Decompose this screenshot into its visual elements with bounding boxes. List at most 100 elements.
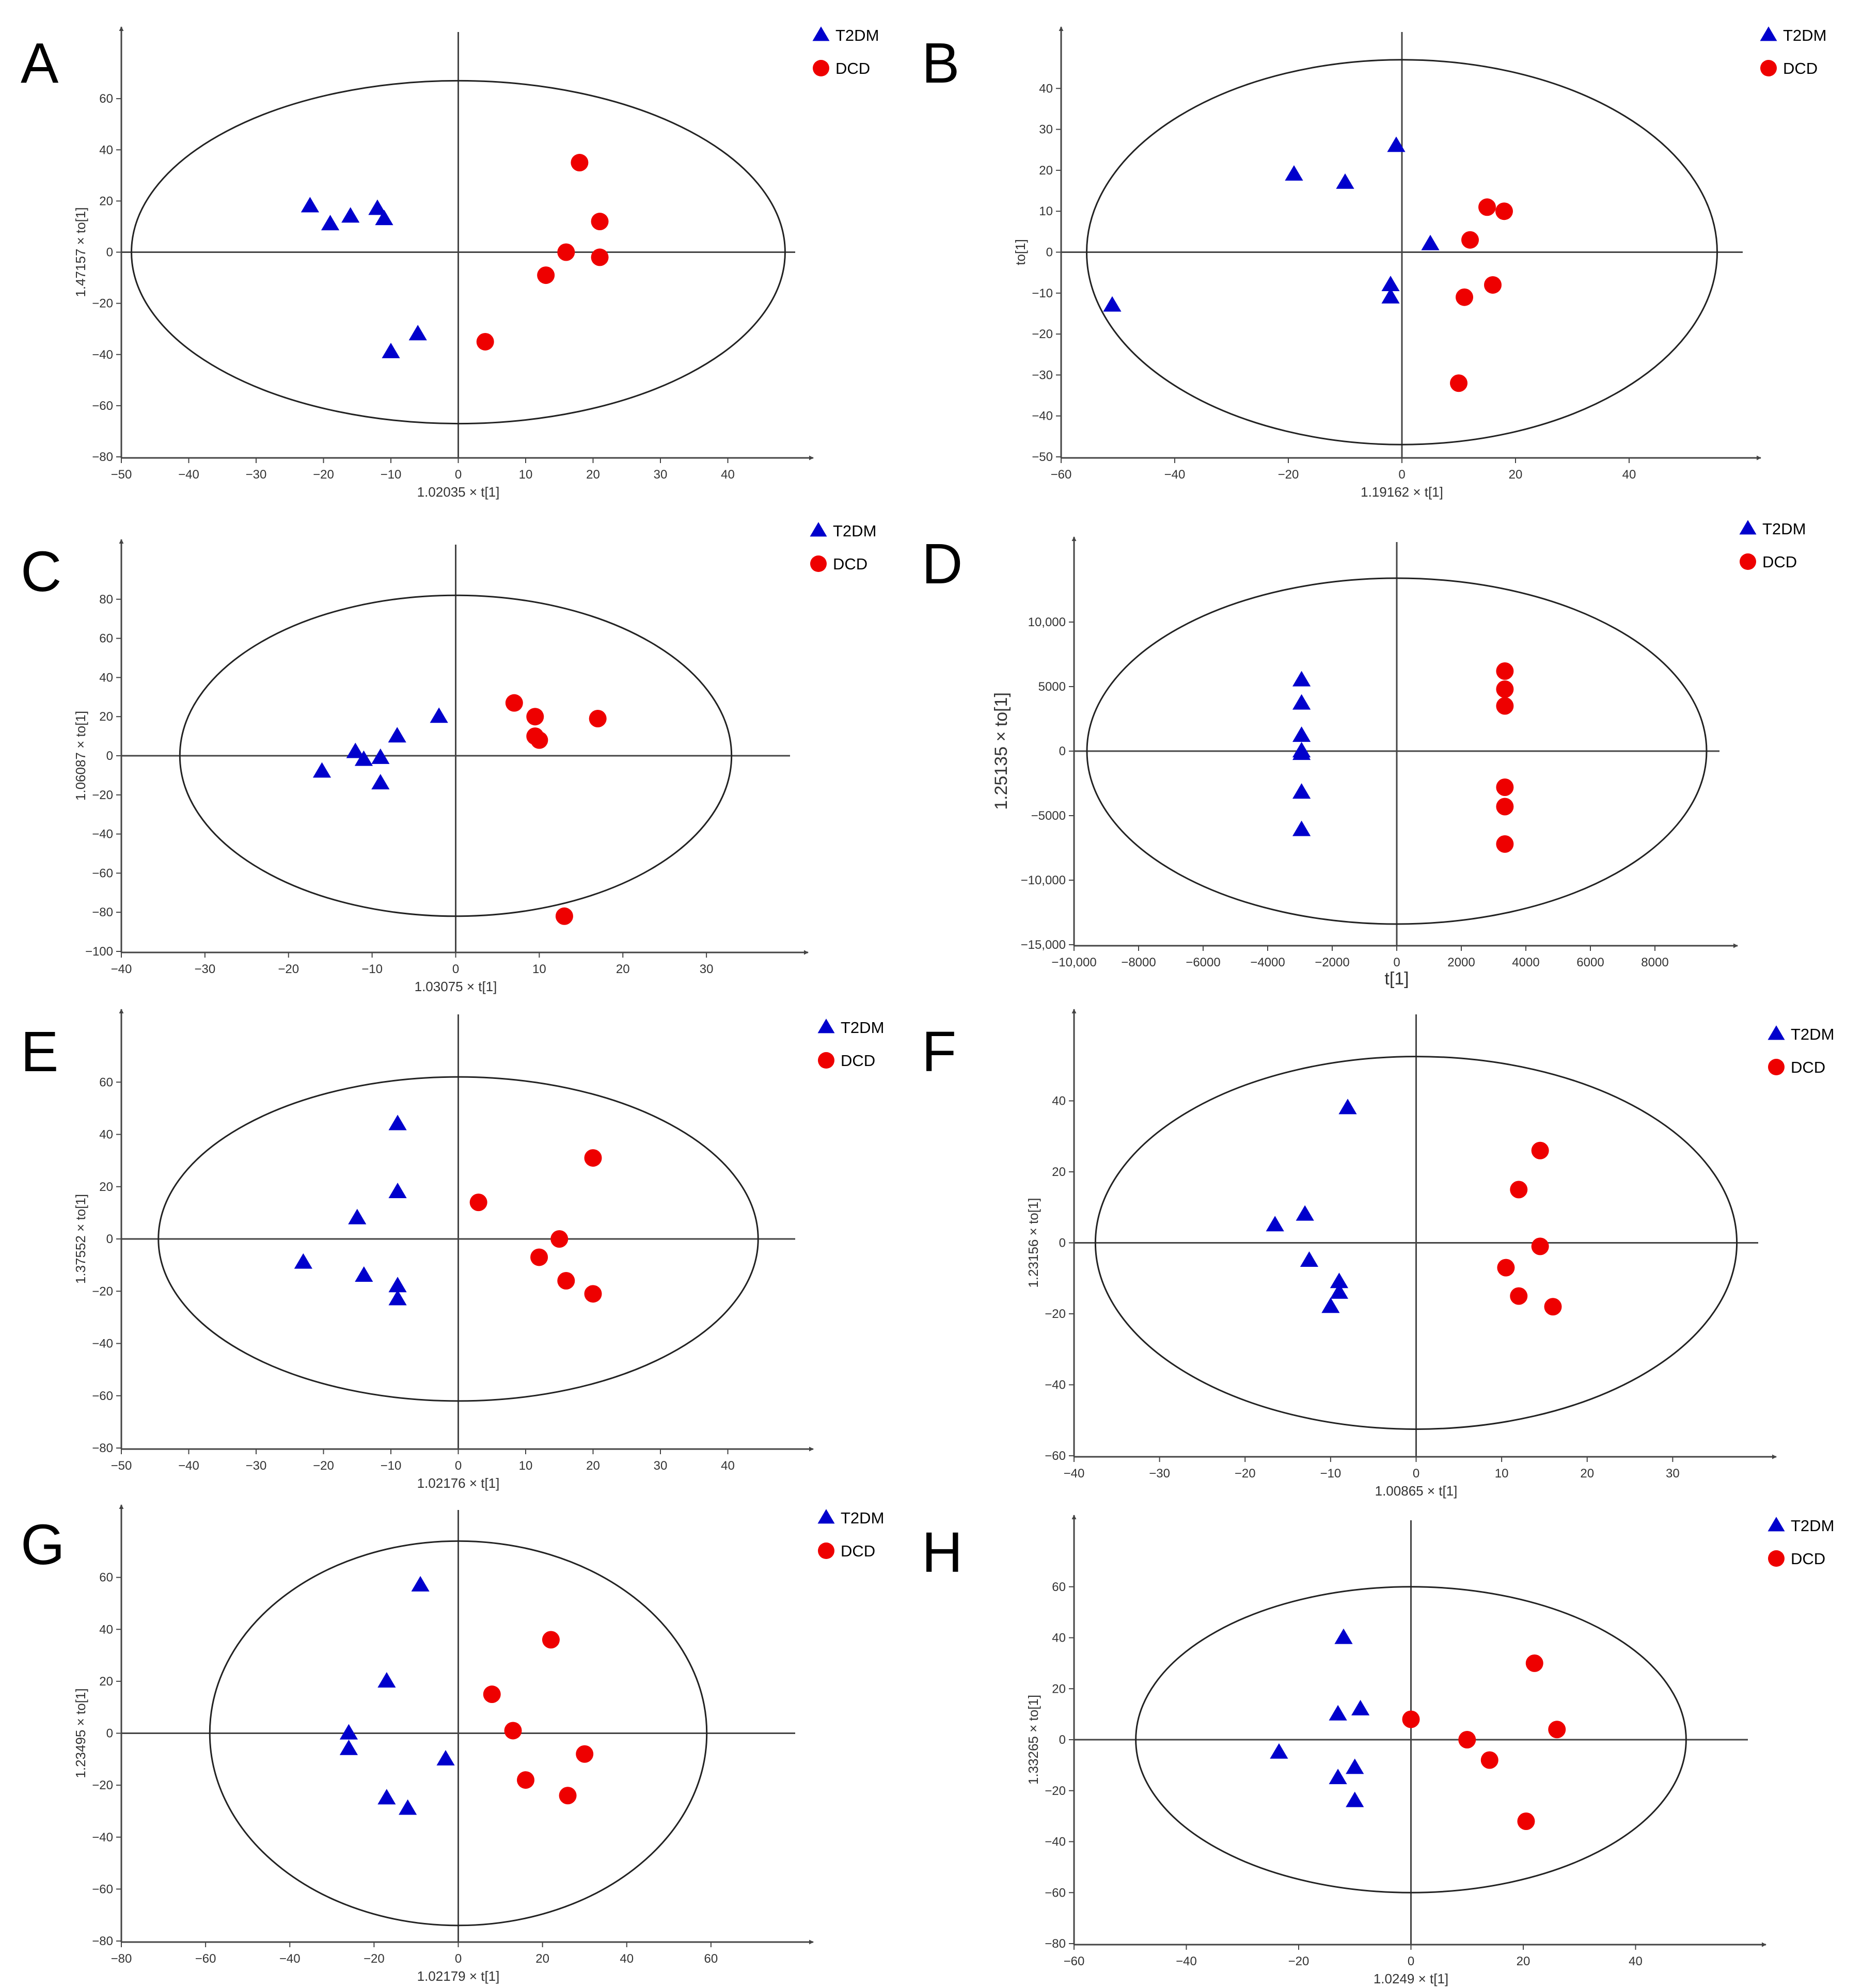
y-tick-label: 10,000 (1028, 615, 1066, 629)
point-dcd (584, 1149, 602, 1167)
point-dcd (1450, 374, 1467, 392)
x-tick-label: −40 (178, 1459, 199, 1473)
x-tick-label: 40 (721, 468, 735, 482)
y-tick-label: −60 (92, 1389, 113, 1403)
x-tick-label: −50 (111, 468, 132, 482)
y-tick-label: −20 (92, 1778, 113, 1792)
x-tick-label: 20 (616, 962, 630, 976)
panel-c: C−40 −30 −20 −10 0 10 20 30806040200−20−40−60−8… (21, 522, 876, 994)
point-dcd (571, 154, 589, 172)
legend-marker-t2dm (1768, 1517, 1785, 1532)
legend-marker-t2dm (1739, 520, 1757, 535)
y-tick-label: −10,000 (1021, 873, 1066, 887)
point-t2dm (1381, 276, 1400, 292)
legend-marker-dcd (1760, 60, 1777, 76)
y-tick-label: 60 (99, 92, 113, 106)
point-dcd (1496, 680, 1514, 698)
point-t2dm (1329, 1705, 1347, 1721)
y-tick-label: −20 (92, 1284, 113, 1298)
point-t2dm (1346, 1791, 1364, 1807)
legend: T2DM DCD (810, 522, 876, 573)
panel-label: E (21, 1020, 58, 1084)
x-tick-label: 0 (1393, 956, 1400, 969)
panel-label: B (922, 31, 959, 95)
y-tick-label: 10 (1039, 204, 1053, 218)
y-tick-label: 20 (99, 1180, 113, 1194)
x-tick-label: 0 (455, 1952, 462, 1966)
point-t2dm (312, 762, 332, 778)
x-tick-label: 4000 (1512, 956, 1539, 969)
panel-f: F −40 −30 −20 −10 0 10 20 30 40 20 0 −20 −40 −60 1.0086… (922, 1009, 1834, 1499)
y-tick-label: 0 (1046, 246, 1053, 260)
y-tick-label: −50 (1032, 450, 1053, 464)
point-dcd (530, 1248, 548, 1266)
y-axis-title: 1.37552 × to[1] (73, 1194, 88, 1284)
point-t2dm (1421, 234, 1440, 250)
x-tick-label: 40 (620, 1952, 634, 1966)
point-t2dm (354, 750, 373, 766)
x-tick-label: 8000 (1641, 956, 1668, 969)
x-tick-label: −40 (111, 962, 132, 976)
x-tick-label: 0 (1398, 468, 1405, 482)
point-t2dm (321, 215, 340, 231)
point-dcd (550, 1230, 569, 1248)
legend-marker-dcd (810, 555, 827, 572)
point-t2dm (355, 1266, 373, 1282)
point-dcd (1544, 1298, 1562, 1316)
x-tick-label: 10 (532, 962, 546, 976)
y-tick-label: −20 (1045, 1307, 1066, 1321)
x-tick-label: −20 (1288, 1954, 1309, 1968)
legend: T2DM DCD (1768, 1025, 1834, 1076)
legend-label-dcd: DCD (833, 555, 867, 573)
y-tick-label: 30 (1039, 123, 1053, 137)
point-t2dm (1270, 1743, 1288, 1759)
point-dcd (591, 213, 609, 231)
y-tick-label: 60 (99, 1075, 113, 1089)
x-tick-label: −30 (246, 1459, 267, 1473)
legend-label-dcd: DCD (835, 59, 870, 77)
x-tick-label: −10 (1320, 1467, 1342, 1481)
x-axis-title: 1.0249 × t[1] (1374, 1971, 1448, 1986)
x-tick-label: 30 (654, 1459, 668, 1473)
y-tick-label: −60 (1045, 1449, 1066, 1463)
point-t2dm (399, 1799, 417, 1815)
x-tick-label: −40 (1176, 1954, 1197, 1968)
point-dcd (1456, 288, 1473, 306)
point-t2dm (377, 1672, 396, 1688)
point-dcd (1496, 798, 1514, 816)
x-tick-label: −80 (111, 1952, 132, 1966)
x-tick-label: 20 (1517, 1954, 1530, 1968)
legend: T2DM DCD (817, 1509, 884, 1560)
point-dcd (557, 1272, 575, 1290)
point-t2dm (1103, 296, 1122, 312)
x-tick-label: 0 (455, 1459, 462, 1473)
point-t2dm (388, 1277, 407, 1293)
legend-marker-dcd (1768, 1059, 1785, 1075)
y-tick-label: −80 (92, 905, 113, 919)
x-tick-label: −30 (1149, 1467, 1170, 1481)
y-tick-label: 40 (99, 1623, 113, 1636)
y-tick-label: −60 (1045, 1886, 1066, 1900)
y-tick-label: 40 (1052, 1094, 1066, 1108)
y-tick-label: −40 (92, 348, 113, 362)
point-t2dm (368, 199, 387, 215)
point-t2dm (1292, 671, 1311, 687)
x-tick-label: −60 (1051, 468, 1072, 482)
y-tick-label: −5000 (1031, 809, 1066, 823)
point-dcd (1497, 1259, 1515, 1277)
y-tick-label: −40 (92, 1831, 113, 1844)
y-tick-label: −10 (1032, 287, 1053, 300)
point-t2dm (371, 774, 390, 790)
legend-marker-dcd (1740, 553, 1756, 570)
x-axis-title: 1.00865 × t[1] (1375, 1483, 1458, 1499)
point-t2dm (1330, 1283, 1349, 1299)
x-tick-label: 2000 (1447, 956, 1475, 969)
x-tick-label: 6000 (1576, 956, 1604, 969)
point-dcd (589, 709, 607, 727)
y-tick-label: 40 (99, 143, 113, 157)
y-tick-label: −100 (85, 945, 113, 959)
x-tick-label: 20 (1509, 468, 1523, 482)
legend-label-t2dm: T2DM (1791, 1025, 1834, 1043)
y-tick-label: 20 (1052, 1682, 1066, 1696)
